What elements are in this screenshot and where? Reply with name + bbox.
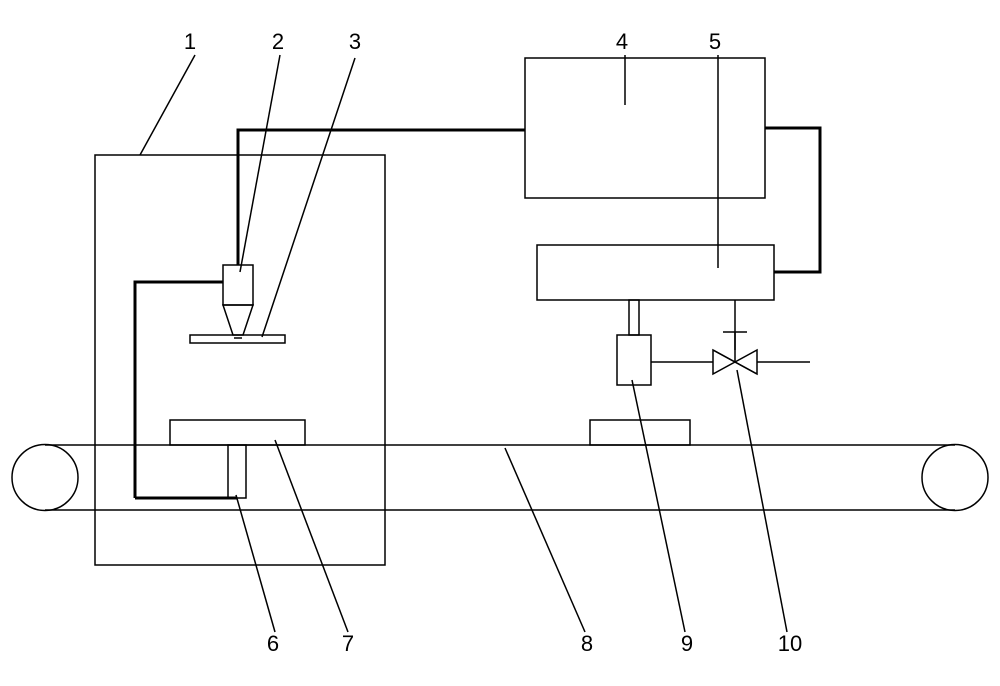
leader-9	[632, 380, 685, 632]
leader-3	[262, 58, 355, 337]
module-5	[537, 245, 774, 300]
leader-10	[737, 370, 787, 632]
technical-diagram: 1 2 3 4 5 6 7 8 9 10	[0, 0, 1000, 686]
label-8: 8	[581, 631, 593, 656]
nozzle-tip	[223, 305, 253, 335]
label-10: 10	[778, 631, 802, 656]
label-6: 6	[267, 631, 279, 656]
dispenser-block-9	[617, 335, 651, 385]
leader-8	[505, 448, 585, 632]
sample-plate-right	[590, 420, 690, 445]
leader-6	[236, 495, 275, 632]
label-7: 7	[342, 631, 354, 656]
label-1: 1	[184, 29, 196, 54]
belt-roller-right	[922, 445, 988, 511]
leader-2	[240, 55, 280, 272]
label-9: 9	[681, 631, 693, 656]
enclosure-1	[95, 155, 385, 565]
shield-plate-3	[190, 335, 285, 343]
stage-stem-6	[228, 445, 246, 498]
label-3: 3	[349, 29, 361, 54]
control-box-4	[525, 58, 765, 198]
leader-1	[140, 55, 195, 155]
signal-path-2	[135, 282, 223, 498]
dispenser-stem	[629, 300, 639, 335]
leader-7	[275, 440, 348, 632]
label-5: 5	[709, 29, 721, 54]
belt-roller-left	[12, 445, 78, 511]
label-2: 2	[272, 29, 284, 54]
nozzle-body-2	[223, 265, 253, 305]
signal-path-0	[238, 130, 525, 265]
label-4: 4	[616, 29, 628, 54]
stage-plate-7	[170, 420, 305, 445]
